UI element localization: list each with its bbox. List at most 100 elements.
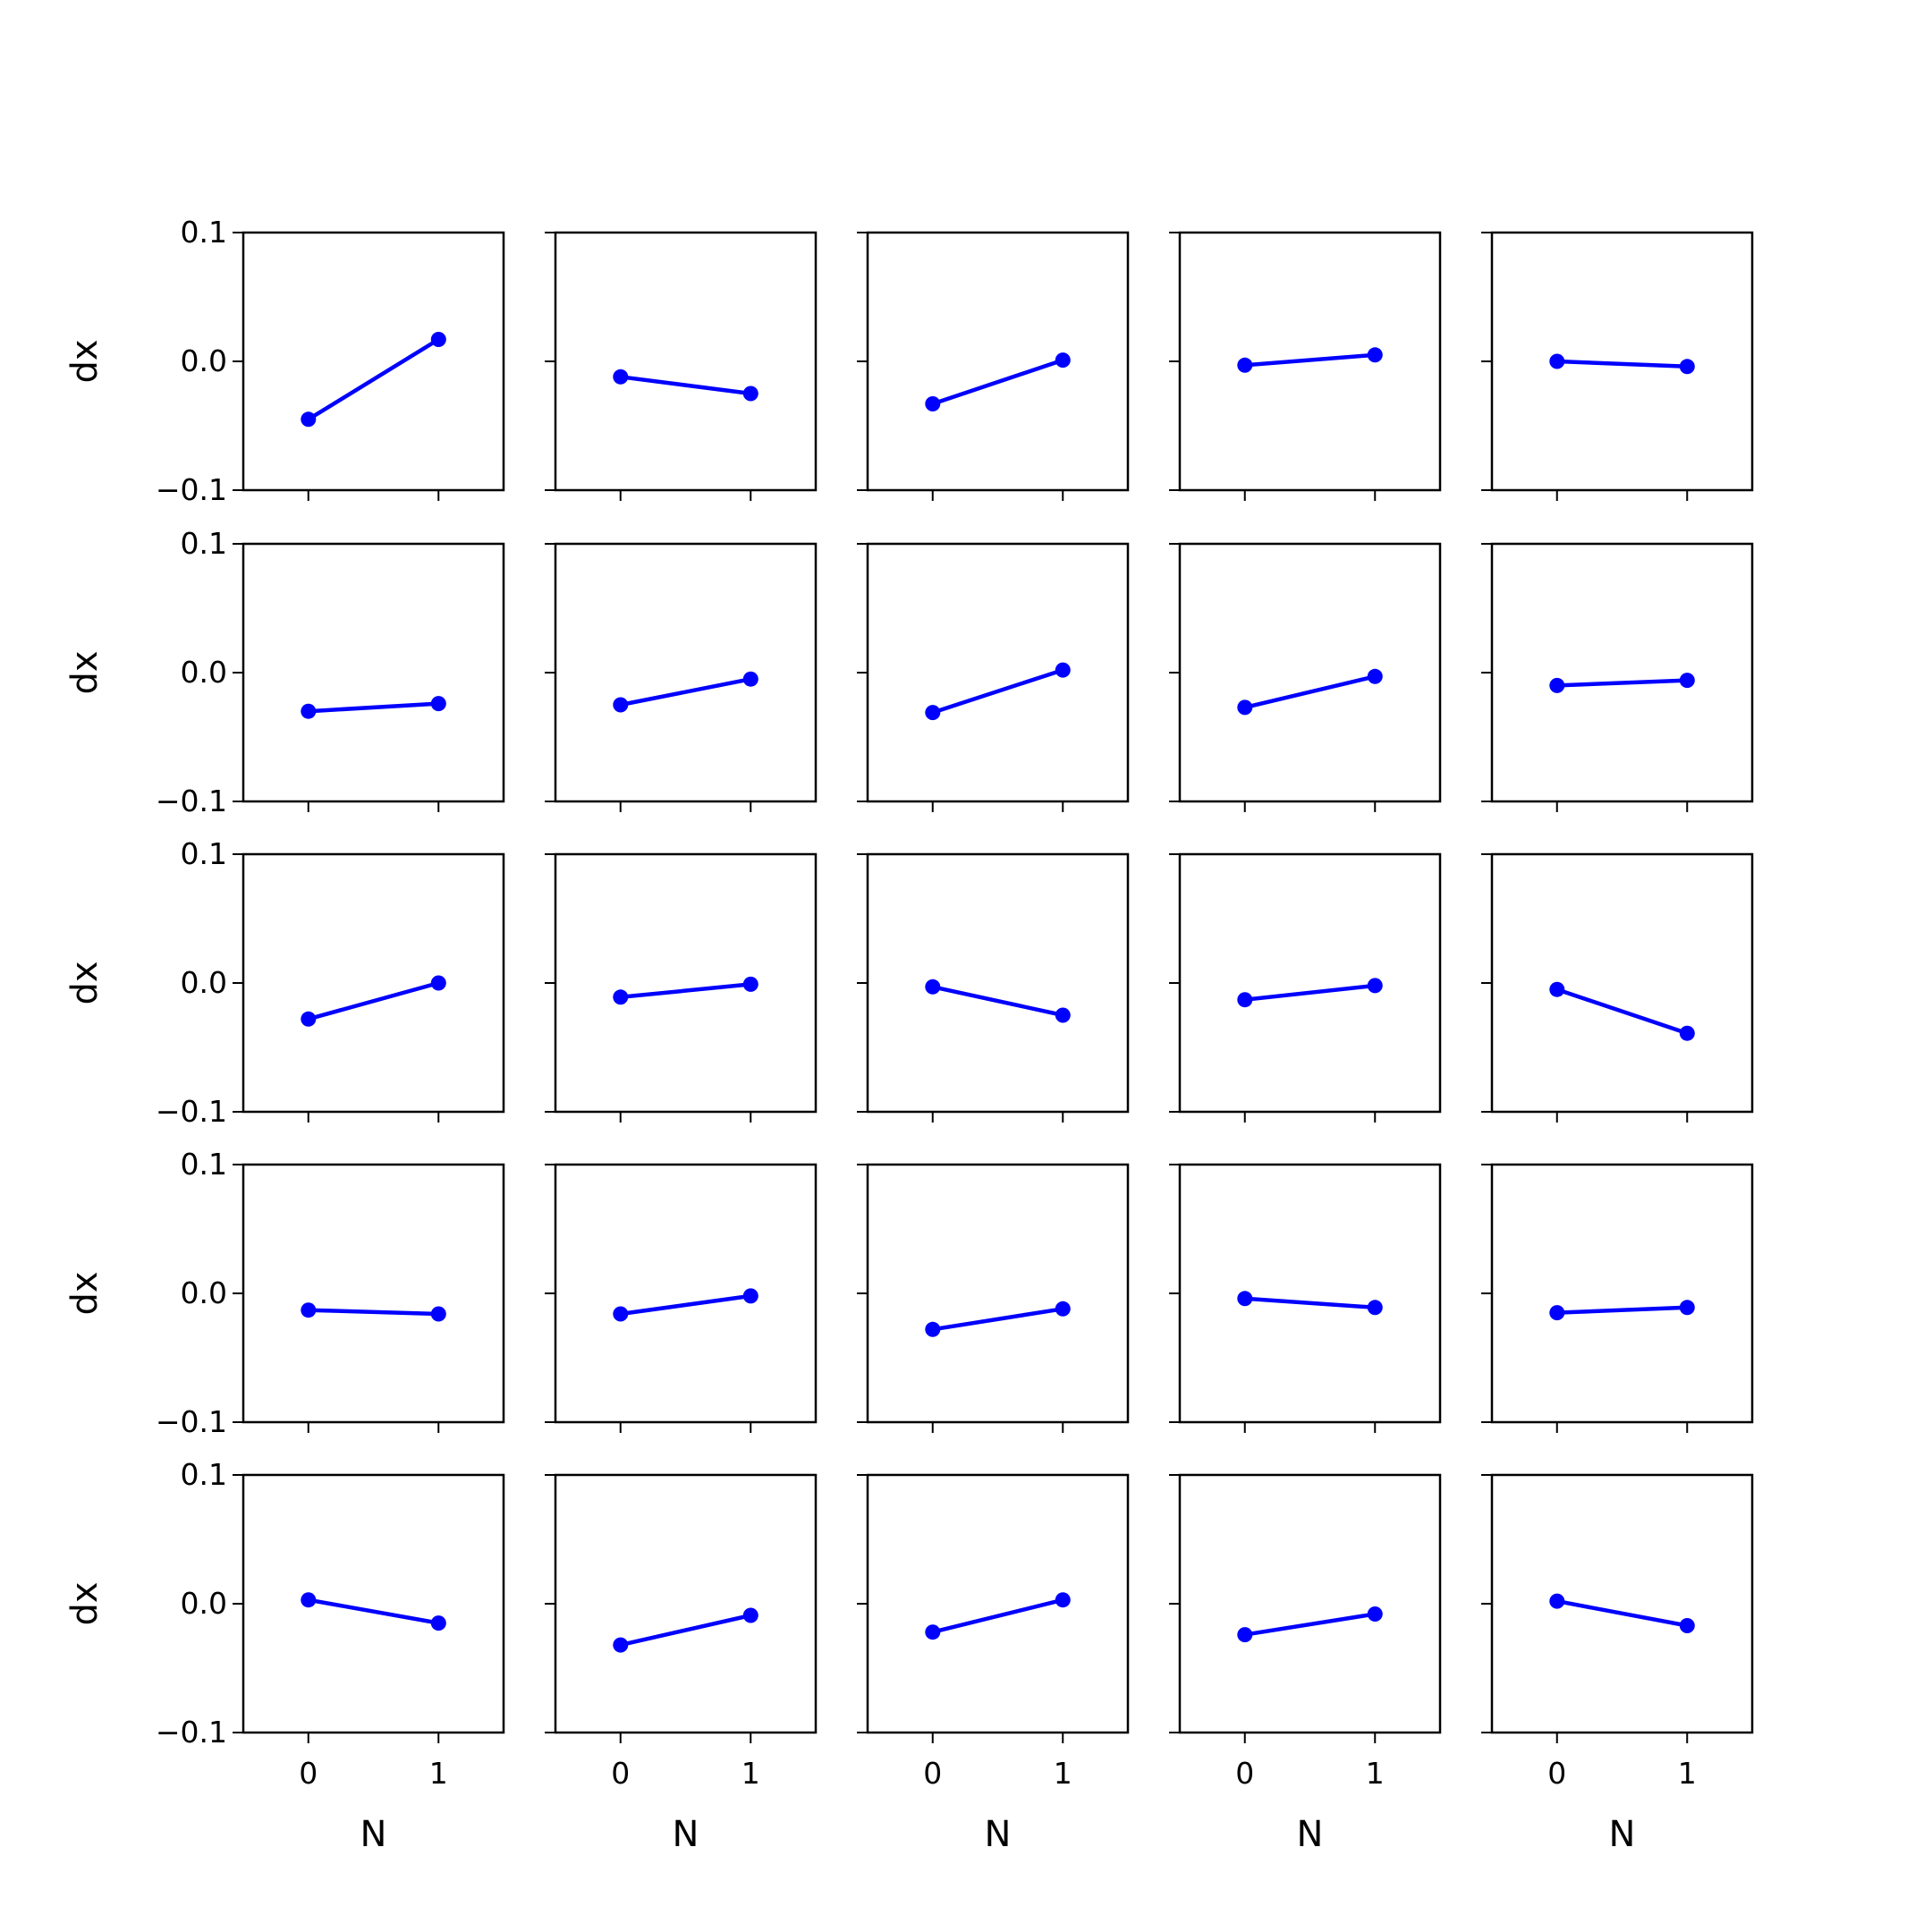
y-tick-label: 0.1	[181, 836, 227, 871]
data-point	[1237, 1291, 1253, 1307]
data-point	[1055, 352, 1071, 369]
axes-frame	[1178, 852, 1442, 1114]
data-point	[1055, 1301, 1071, 1317]
data-point	[1679, 1618, 1695, 1633]
series-line	[1556, 1598, 1688, 1628]
x-tick-label: 1	[429, 1756, 448, 1791]
data-point	[1679, 1300, 1695, 1316]
subplot-r4-c5	[1481, 1163, 1754, 1433]
data-point	[301, 703, 317, 719]
data-point	[925, 979, 941, 995]
subplot-r5-c1: 0.1 0.0 −0.1 0 1 dx N	[64, 1457, 505, 1855]
axes-frame	[242, 231, 505, 492]
series-line	[932, 985, 1063, 1018]
data-point	[430, 696, 446, 712]
subplot-r5-c5: 0 1 N	[1481, 1473, 1754, 1855]
data-point	[1367, 668, 1383, 684]
y-tick-label: −0.1	[156, 472, 227, 507]
subplot-r2-c5	[1481, 542, 1754, 812]
subplot-r2-c4	[1169, 542, 1442, 812]
series-line	[932, 358, 1064, 406]
data-point	[1055, 662, 1071, 678]
y-tick-label: 0.1	[181, 215, 227, 250]
data-point	[613, 1637, 629, 1653]
axes-frame	[1178, 1473, 1442, 1734]
axes-frame	[554, 542, 818, 803]
data-point	[1367, 347, 1383, 363]
subplot-r5-c2: 0 1 N	[545, 1473, 818, 1855]
data-point	[1367, 978, 1383, 994]
y-tick-label: −0.1	[156, 1404, 227, 1439]
subplot-grid: 0.10.0−0.1dx0.10.0−0.1dx0.10.0−0.1dx0.10…	[64, 215, 1754, 1855]
data-point	[925, 1624, 941, 1640]
data-point	[925, 1321, 941, 1337]
series-line	[1556, 678, 1688, 688]
subplot-r3-c5	[1481, 852, 1754, 1123]
x-tick-label: 1	[741, 1756, 760, 1791]
subplot-r2-c1: 0.1 0.0 −0.1 dx	[64, 526, 505, 818]
y-axis-label: dx	[64, 650, 106, 694]
y-axis-label: dx	[64, 1271, 106, 1315]
subplot-r4-c3	[857, 1163, 1130, 1433]
subplot-r1-c3	[857, 231, 1130, 501]
x-tick-label: 1	[1366, 1756, 1385, 1791]
series-line	[620, 375, 751, 396]
data-point	[1055, 1007, 1071, 1023]
data-point	[1055, 1592, 1071, 1608]
x-tick-label: 0	[611, 1756, 630, 1791]
data-point	[1237, 699, 1253, 716]
series-line	[1556, 987, 1689, 1036]
series-line	[308, 1597, 439, 1625]
subplot-r2-c3	[857, 542, 1130, 812]
data-point	[742, 671, 758, 687]
y-tick-label: −0.1	[156, 1094, 227, 1129]
x-tick-label: 1	[1054, 1756, 1072, 1791]
axes-frame	[1490, 852, 1754, 1114]
data-point	[742, 1607, 758, 1623]
subplot-r3-c1: 0.1 0.0 −0.1 dx	[64, 836, 505, 1129]
subplot-r1-c1: 0.1 0.0 −0.1 dx	[64, 215, 505, 507]
subplot-r1-c5	[1481, 231, 1754, 501]
x-tick-label: 0	[923, 1756, 942, 1791]
series-line	[1244, 674, 1376, 710]
x-axis-label: N	[673, 1814, 699, 1855]
y-tick-label: −0.1	[156, 1715, 227, 1750]
y-tick-label: 0.0	[181, 965, 227, 1000]
series-line	[620, 1293, 751, 1317]
axes-frame	[554, 1163, 818, 1424]
subplot-r4-c1: 0.1 0.0 −0.1 dx	[64, 1147, 505, 1439]
series-line	[620, 676, 751, 708]
y-tick-label: 0.1	[181, 1457, 227, 1492]
data-point	[301, 1302, 317, 1318]
data-point	[430, 975, 446, 991]
subplot-r5-c4: 0 1 N	[1169, 1473, 1442, 1855]
series-line	[620, 1613, 751, 1648]
axes-frame	[1490, 1163, 1754, 1424]
series-line	[1244, 1296, 1376, 1310]
data-point	[613, 989, 629, 1005]
axes-frame	[866, 542, 1130, 803]
subplot-r4-c2	[545, 1163, 818, 1433]
axes-frame	[242, 1473, 505, 1734]
axes-frame	[866, 231, 1130, 492]
data-point	[925, 705, 941, 721]
y-tick-label: 0.0	[181, 343, 227, 378]
data-point	[1367, 1300, 1383, 1316]
axes-frame	[554, 1473, 818, 1734]
x-tick-label: 0	[1235, 1756, 1254, 1791]
series-line	[307, 337, 440, 421]
axes-frame	[866, 852, 1130, 1114]
data-point	[613, 1306, 629, 1322]
axes-frame	[1490, 542, 1754, 803]
data-point	[301, 1592, 317, 1608]
data-point	[613, 697, 629, 713]
y-tick-label: 0.0	[181, 1275, 227, 1310]
axes-frame	[242, 852, 505, 1114]
x-axis-label: N	[985, 1814, 1012, 1855]
series-line	[308, 701, 439, 714]
x-tick-label: 1	[1678, 1756, 1697, 1791]
subplot-r2-c2	[545, 542, 818, 812]
y-tick-label: −0.1	[156, 784, 227, 818]
axes-frame	[1178, 542, 1442, 803]
